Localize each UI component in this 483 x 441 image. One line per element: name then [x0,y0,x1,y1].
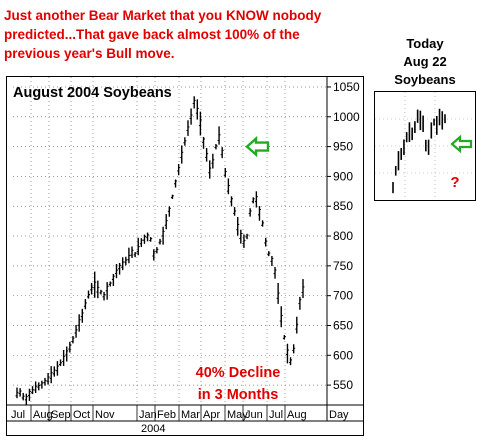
inset-green-arrow-icon [450,134,473,154]
inset-price-bars [392,108,446,194]
x-tick-label: Jul [269,409,283,421]
x-tick-label: Jan [139,409,157,421]
question-mark: ? [450,174,459,191]
y-tick-label: 700 [333,289,353,303]
x-tick-label: Jun [245,409,263,421]
y-tick-label: 1000 [333,110,360,124]
x-tick-label: Aug [33,409,53,421]
x-tick-label: Nov [95,409,115,421]
inset-chart-svg: ? [375,92,475,200]
y-tick-label: 850 [333,199,353,213]
left-arrow-shape [245,135,270,158]
x-tick-label: Oct [73,409,90,421]
x-tick-label: Apr [203,409,220,421]
chart-title: August 2004 Soybeans [13,85,172,101]
inset-chart: ? [374,91,476,201]
green-arrow-icon [245,135,270,158]
chart-grid [13,77,327,405]
y-tick-label: 1050 [333,80,360,94]
y-tick-label: 600 [333,348,353,362]
x-tick-label: Aug [287,409,307,421]
main-chart: August 2004 Soybeans 550 600 650 700 750 800 8… [6,76,364,436]
headline-text: Just another Bear Market that you KNOW n… [4,8,322,61]
inset-left-arrow-shape [450,134,473,154]
x-tick-label: Jul [11,409,25,421]
y-tick-label: 650 [333,318,353,332]
y-tick-label: 750 [333,259,353,273]
x-tick-label: Day [329,409,349,421]
main-chart-svg: August 2004 Soybeans 550 600 650 700 750 800 8… [7,77,363,435]
today-label: Today Aug 22 Soybeans [394,36,456,87]
x-year-label: 2004 [141,423,165,435]
x-tick-label: Sep [51,409,71,421]
price-bars [15,96,305,406]
y-tick-label: 950 [333,140,353,154]
x-tick-label: Feb [157,409,176,421]
inset-grid [375,92,475,200]
x-tick-label: Mar [181,409,200,421]
y-tick-label: 800 [333,229,353,243]
y-tick-label: 550 [333,378,353,392]
y-axis: 550 600 650 700 750 800 850 900 950 1000 1050 [326,77,360,421]
y-tick-label: 900 [333,169,353,183]
decline-annotation-line2: in 3 Months [198,387,279,403]
decline-annotation-line1: 40% Decline [196,365,281,381]
